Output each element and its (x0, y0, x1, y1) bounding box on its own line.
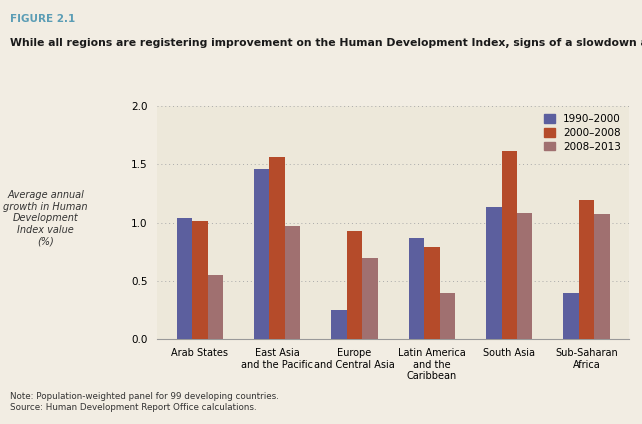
Text: Note: Population-weighted panel for 99 developing countries.
Source: Human Devel: Note: Population-weighted panel for 99 d… (10, 392, 279, 412)
Bar (270, 157, 285, 339)
Bar (254, 169, 270, 339)
Bar (177, 218, 192, 339)
Bar (594, 215, 610, 339)
Text: Average annual
growth in Human
Development
Index value
(%): Average annual growth in Human Developme… (3, 190, 88, 247)
Bar (207, 275, 223, 339)
Bar (192, 221, 207, 339)
Bar (424, 247, 440, 339)
Bar (564, 293, 579, 339)
Bar (331, 310, 347, 339)
Bar (347, 231, 362, 339)
Bar (486, 207, 501, 339)
Bar (362, 257, 377, 339)
Text: FIGURE 2.1: FIGURE 2.1 (10, 14, 75, 24)
Bar (440, 293, 455, 339)
Bar (409, 238, 424, 339)
Text: While all regions are registering improvement on the Human Development Index, si: While all regions are registering improv… (10, 38, 642, 48)
Bar (579, 201, 594, 339)
Bar (501, 151, 517, 339)
Bar (285, 226, 300, 339)
Bar (517, 213, 532, 339)
Legend: 1990–2000, 2000–2008, 2008–2013: 1990–2000, 2000–2008, 2008–2013 (541, 111, 624, 155)
